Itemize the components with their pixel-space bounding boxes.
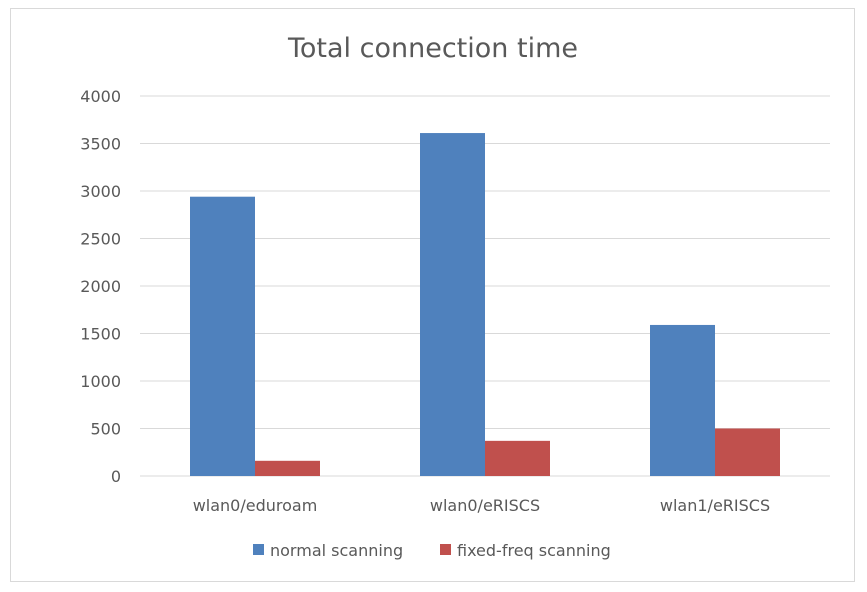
bar-normal-scanning-1 bbox=[420, 133, 485, 477]
y-tick-label: 3000 bbox=[80, 182, 121, 201]
y-tick-label: 2500 bbox=[80, 230, 121, 249]
y-tick-label: 1000 bbox=[80, 372, 121, 391]
y-tick-label: 1500 bbox=[80, 325, 121, 344]
x-tick-label: wlan0/eRISCS bbox=[430, 496, 540, 515]
legend-label: normal scanning bbox=[270, 541, 403, 560]
bars bbox=[190, 133, 780, 477]
bar-fixed-freq-scanning-0 bbox=[255, 460, 320, 476]
legend-swatch bbox=[440, 544, 451, 555]
bar-normal-scanning-0 bbox=[190, 196, 255, 476]
y-tick-label: 2000 bbox=[80, 277, 121, 296]
bar-fixed-freq-scanning-1 bbox=[485, 440, 550, 476]
y-tick-label: 0 bbox=[111, 467, 121, 486]
y-tick-label: 3500 bbox=[80, 135, 121, 154]
x-axis-ticks: wlan0/eduroam wlan0/eRISCS wlan1/eRISCS bbox=[193, 496, 770, 515]
legend-swatch bbox=[253, 544, 264, 555]
legend-label: fixed-freq scanning bbox=[457, 541, 611, 560]
x-tick-label: wlan1/eRISCS bbox=[660, 496, 770, 515]
y-tick-label: 500 bbox=[90, 420, 121, 439]
y-tick-label: 4000 bbox=[80, 87, 121, 106]
bar-fixed-freq-scanning-2 bbox=[715, 428, 780, 476]
bar-normal-scanning-2 bbox=[650, 324, 715, 476]
legend: normal scanning fixed-freq scanning bbox=[253, 541, 611, 560]
x-tick-label: wlan0/eduroam bbox=[193, 496, 318, 515]
y-axis-ticks: 0 500 1000 1500 2000 2500 3000 3500 4000 bbox=[80, 87, 121, 486]
chart-title: Total connection time bbox=[287, 33, 578, 64]
